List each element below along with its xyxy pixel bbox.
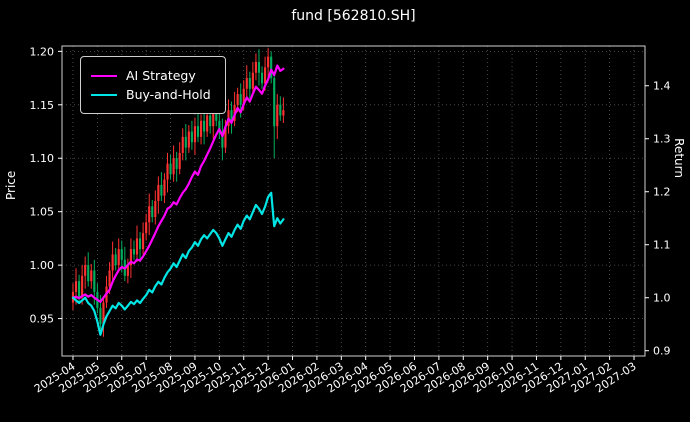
- legend-label: AI Strategy: [126, 68, 196, 83]
- svg-text:1.05: 1.05: [30, 206, 55, 219]
- svg-text:1.1: 1.1: [653, 239, 671, 252]
- svg-text:1.2: 1.2: [653, 186, 671, 199]
- svg-text:1.20: 1.20: [30, 45, 55, 58]
- line-series-1: [71, 191, 285, 336]
- buy-and-hold-line-swatch: [91, 93, 117, 96]
- y-axis-label-return: Return: [672, 138, 686, 178]
- chart-title: fund [562810.SH]: [291, 8, 416, 24]
- legend-label: Buy-and-Hold: [126, 87, 211, 102]
- legend-item-ai-strategy: AI Strategy: [91, 68, 211, 83]
- svg-text:1.3: 1.3: [653, 133, 671, 146]
- svg-text:1.4: 1.4: [653, 80, 671, 93]
- legend-item-buy-and-hold: Buy-and-Hold: [91, 87, 211, 102]
- plot-border: [61, 45, 646, 357]
- svg-text:1.10: 1.10: [30, 152, 55, 165]
- svg-text:0.9: 0.9: [653, 345, 671, 358]
- svg-text:0.95: 0.95: [30, 313, 55, 326]
- tick-marks: [58, 50, 649, 360]
- y-axis-label-price: Price: [4, 170, 18, 200]
- svg-text:1.0: 1.0: [653, 292, 671, 305]
- chart-legend: AI Strategy Buy-and-Hold: [80, 56, 226, 114]
- ai-strategy-line-swatch: [91, 74, 117, 77]
- svg-text:1.15: 1.15: [30, 99, 55, 112]
- line-series-0: [71, 64, 285, 303]
- svg-text:1.00: 1.00: [30, 259, 55, 272]
